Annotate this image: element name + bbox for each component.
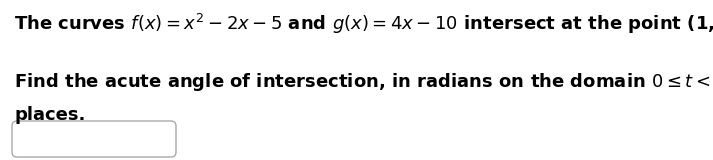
Text: Find the acute angle of intersection, in radians on the domain $0 \leq t < \dfra: Find the acute angle of intersection, in… [14,68,713,101]
FancyBboxPatch shape [12,121,176,157]
Text: places.: places. [14,106,86,124]
Text: The curves $f(x) = x^2 - 2x - 5$ and $g(x) = 4x - 10$ intersect at the point (1,: The curves $f(x) = x^2 - 2x - 5$ and $g(… [14,12,713,36]
